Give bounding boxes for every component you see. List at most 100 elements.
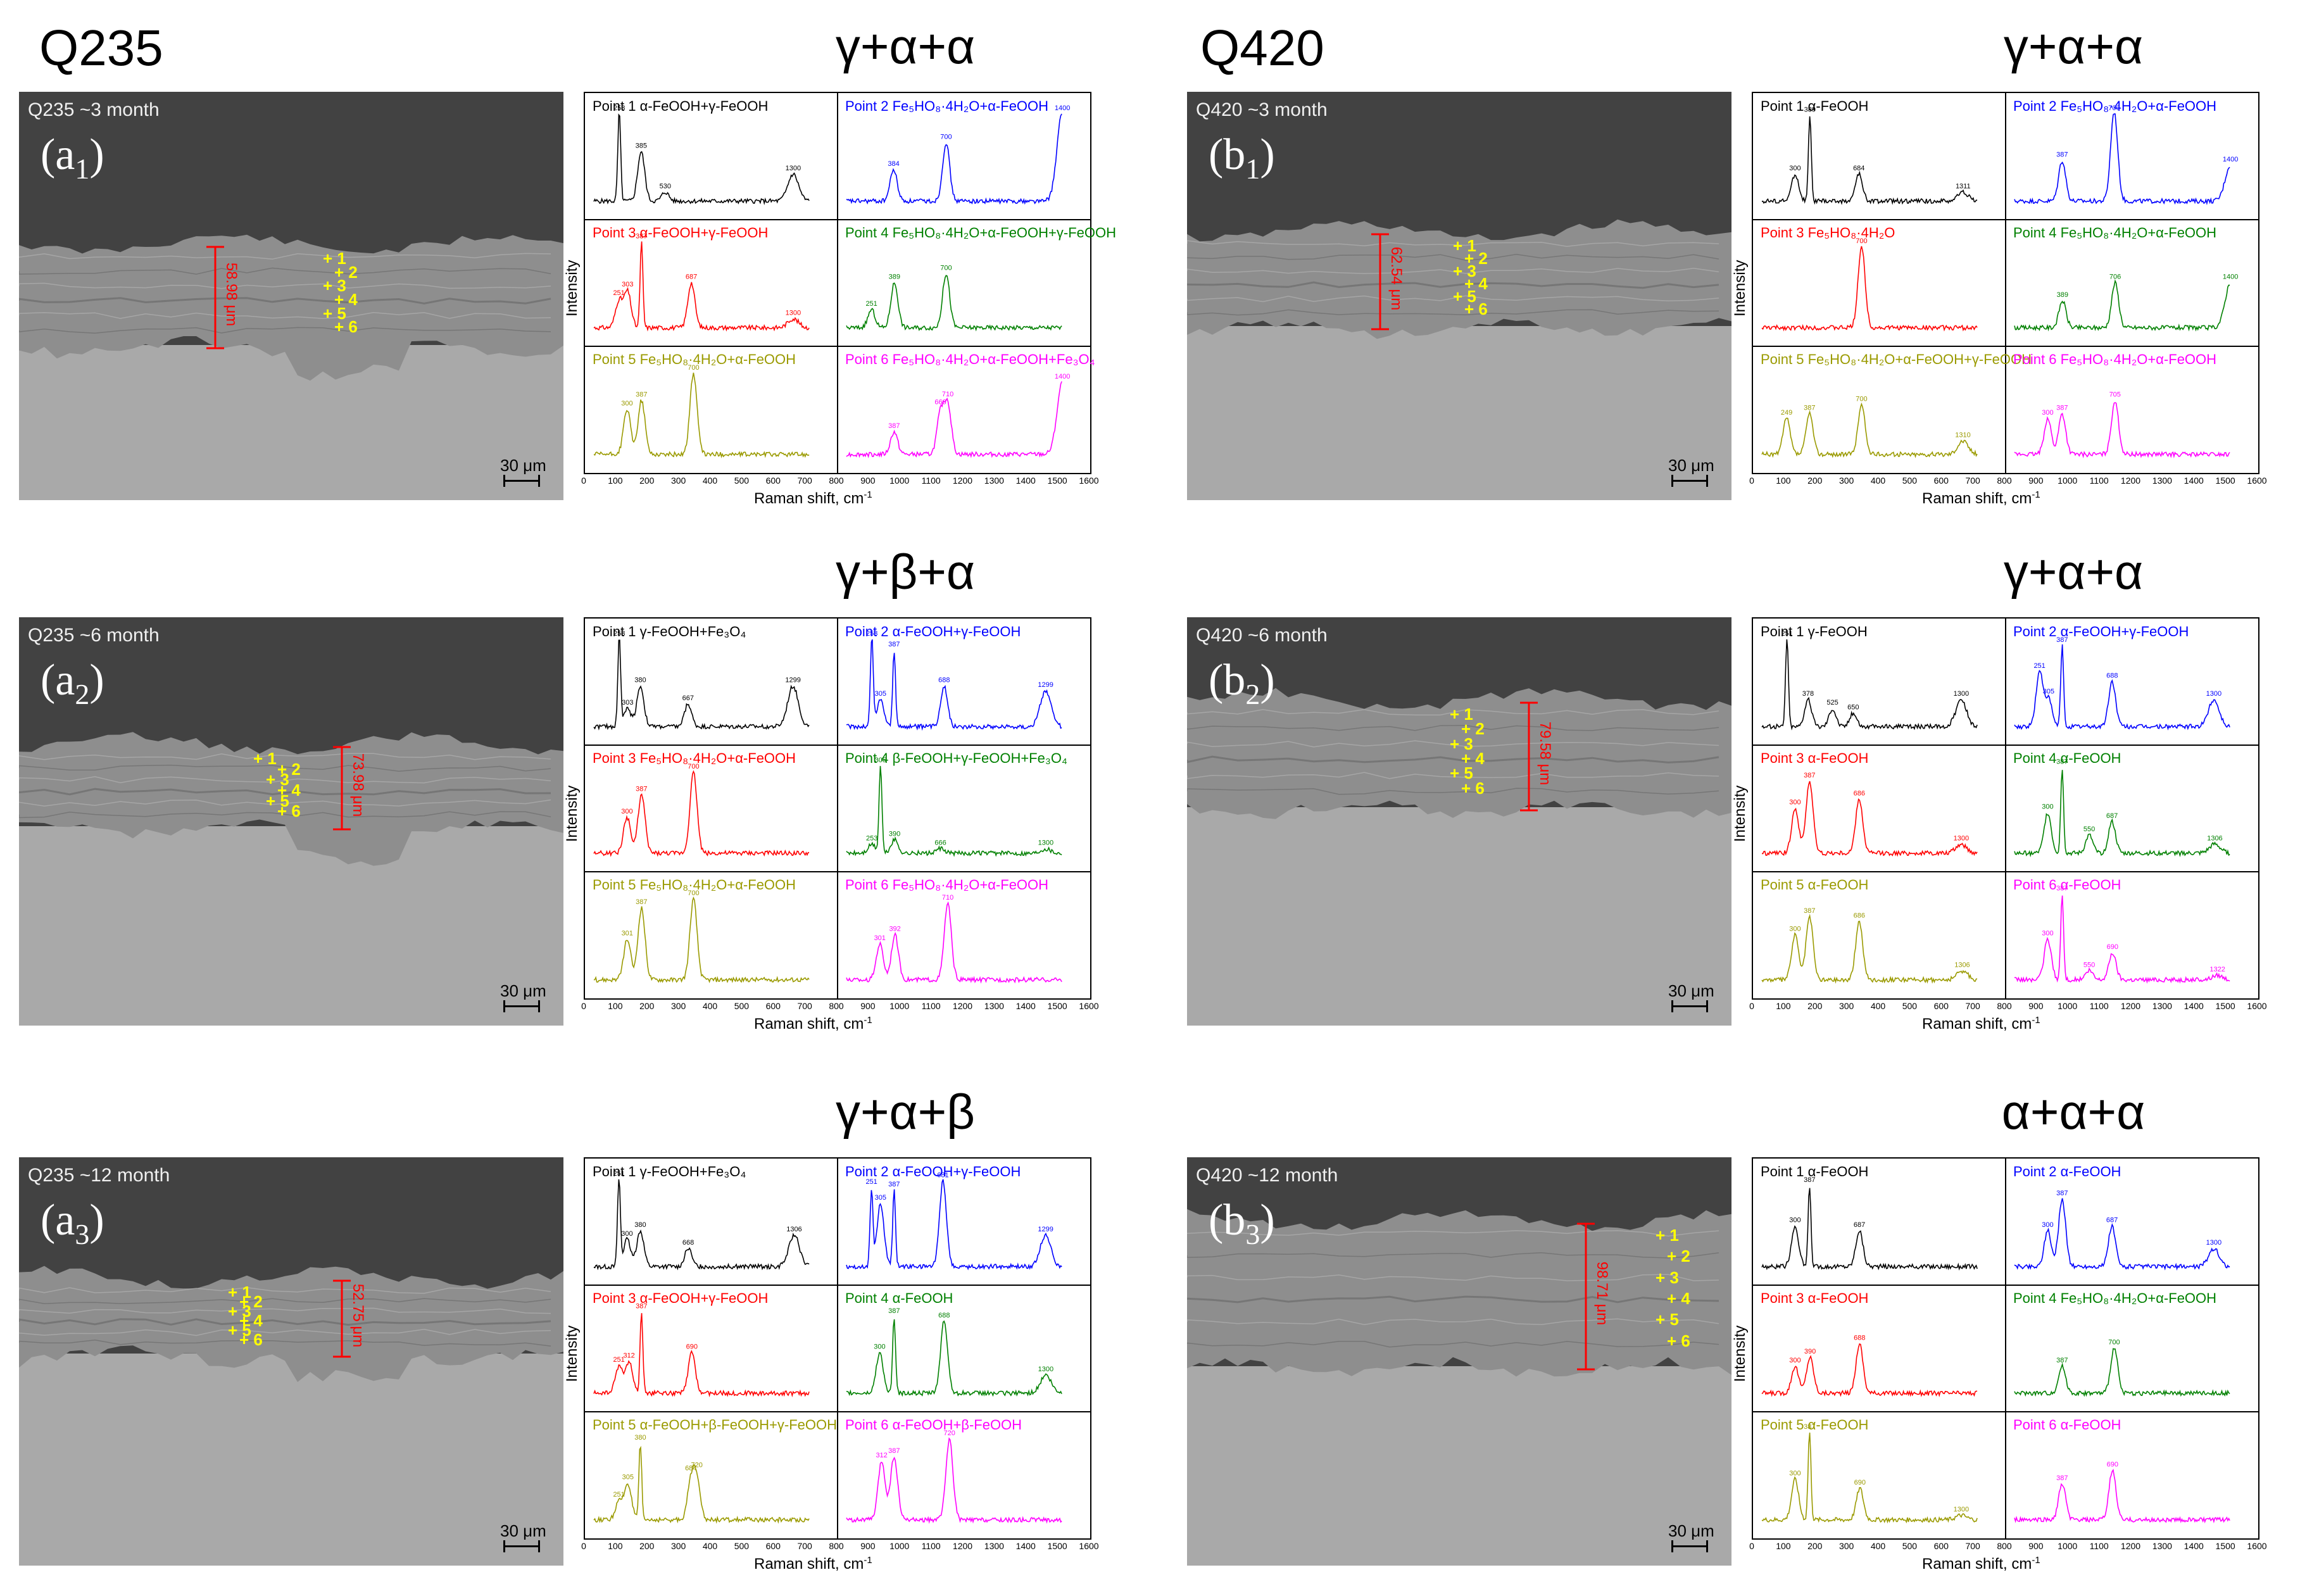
cell-point-name: Point 5 — [593, 1417, 640, 1433]
x-tick-label: 800 — [1997, 1001, 2012, 1011]
peak-label: 1306 — [1954, 961, 1970, 969]
panel-label-main: (b — [1209, 1196, 1246, 1245]
cell-phase-formula: Fe₅HO₈·4H₂O+α-FeOOH — [2060, 1290, 2217, 1306]
rust-texture-line — [1187, 1295, 1719, 1304]
panel-label-end: ) — [89, 1196, 104, 1245]
point-marker-4: + 4 — [334, 290, 358, 309]
cell-title-point-3: Point 3 α-FeOOH+γ-FeOOH — [593, 1290, 768, 1307]
peak-label: 387 — [2056, 1357, 2068, 1364]
rust-layer: 52.75 μm — [19, 1266, 563, 1382]
sem-image: 58.98 μm + 1 + 2 + 3 + 4 + 5 + 6 Q235 ~3 month (… — [19, 92, 563, 500]
x-tick-label: 1400 — [1015, 1541, 1036, 1551]
peak-label: 686 — [1854, 912, 1865, 919]
raman-plot-frame: 251 300 380 668 1306 251 305 387 681 1299 251 312 38… — [584, 1157, 1091, 1540]
spectrum-line-1 — [1761, 639, 1978, 731]
cell-title-point-6: Point 6 α-FeOOH — [2013, 877, 2121, 893]
rust-texture-line — [1187, 253, 1719, 261]
phase-title: α+α+α — [2001, 1084, 2146, 1140]
rust-texture-line — [19, 1298, 551, 1305]
rust-texture-line — [19, 799, 551, 807]
cell-title-point-1: Point 1 α-FeOOH+γ-FeOOH — [593, 98, 768, 115]
spectrum-line-5 — [593, 1445, 810, 1524]
peak-label: 387 — [2056, 151, 2068, 159]
point-marker-1: + 1 — [1656, 1226, 1679, 1245]
spectrum-line-2 — [846, 113, 1062, 205]
y-axis-label: Intensity — [563, 785, 581, 842]
peak-label: 688 — [1854, 1335, 1865, 1342]
cell-point-name: Point 1 — [1761, 98, 1808, 114]
peak-label: 688 — [938, 1312, 950, 1319]
peak-label: 300 — [2042, 409, 2053, 417]
spectrum-line-6 — [846, 381, 1062, 458]
peak-label: 312 — [623, 1352, 634, 1359]
cell-phase-formula: α-FeOOH — [2060, 877, 2121, 893]
cell-title-point-1: Point 1 α-FeOOH — [1761, 98, 1868, 115]
sem-steel-substrate — [19, 1354, 563, 1566]
spectrum-line-3 — [1761, 246, 1978, 332]
cell-phase-formula: α-FeOOH+γ-FeOOH — [892, 1164, 1021, 1179]
x-tick-label: 100 — [608, 475, 623, 486]
rust-layer-body — [1187, 219, 1731, 339]
peak-label: 251 — [1781, 630, 1792, 638]
peak-label: 300 — [874, 1343, 885, 1351]
spectrum-line-4 — [846, 1319, 1062, 1397]
cell-phase-formula: α-FeOOH — [1807, 750, 1869, 766]
spectrum-line-5 — [1761, 402, 1978, 458]
x-tick-label: 400 — [1870, 1001, 1886, 1011]
spectrum-line-4 — [2014, 1348, 2230, 1397]
peak-label: 305 — [875, 757, 886, 764]
peak-label: 690 — [686, 1343, 698, 1351]
peak-label: 706 — [2109, 273, 2121, 281]
spectrum-line-2 — [2014, 1198, 2230, 1271]
sem-steel-substrate — [1187, 326, 1731, 500]
x-tick-label: 700 — [1965, 1001, 1980, 1011]
cell-phase-formula: Fe₅HO₈·4H₂O+α-FeOOH+γ-FeOOH — [892, 225, 1117, 241]
rust-texture-line — [19, 1286, 551, 1294]
raman-spectra-svg: 300 389 684 1311 387 700 1400 700 389 706 1400 249 3… — [1753, 93, 2258, 473]
peak-label: 687 — [2106, 1217, 2118, 1224]
peak-label: 305 — [875, 1194, 886, 1202]
sem-image: 62.54 μm + 1 + 2 + 3 + 4 + 5 + 6 Q420 ~3 month (… — [1187, 92, 1731, 500]
sem-image: 79.58 μm + 1 + 2 + 3 + 4 + 5 + 6 Q420 ~6 month (… — [1187, 617, 1731, 1026]
spectrum-line-3 — [1761, 781, 1978, 857]
panel-label: (a2) — [41, 655, 104, 711]
thickness-label: 73.98 μm — [349, 753, 367, 817]
raman-spectra-panel: 253 303 380 667 1299 253 305 387 688 1299 300 387 70… — [563, 617, 1099, 1033]
peak-label: 700 — [1856, 396, 1867, 403]
scale-bar — [1671, 1540, 1708, 1552]
peak-label: 681 — [937, 1172, 948, 1179]
peak-label: 1322 — [2209, 966, 2225, 974]
panel-label-end: ) — [89, 656, 104, 705]
cell-title-point-6: Point 6 Fe₅HO₈·4H₂O+α-FeOOH — [845, 877, 1048, 893]
peak-label: 305 — [622, 1474, 634, 1481]
point-marker-4: + 4 — [239, 1311, 263, 1330]
spectrum-line-4 — [2014, 279, 2230, 332]
peak-label: 251 — [613, 1170, 624, 1178]
point-marker-6: + 6 — [239, 1330, 263, 1349]
spectrum-line-5 — [593, 896, 810, 984]
x-tick-label: 900 — [2028, 1541, 2044, 1551]
peak-label: 1306 — [2207, 834, 2222, 842]
x-tick-label: 700 — [797, 1001, 812, 1011]
peak-label: 687 — [1854, 1221, 1865, 1229]
peak-label: 251 — [613, 1356, 624, 1364]
x-axis-label-sup: -1 — [2032, 1555, 2040, 1566]
raman-plot-frame: 253 303 380 667 1299 253 305 387 688 1299 300 387 70… — [584, 617, 1091, 1000]
cell-point-name: Point 2 — [845, 1164, 893, 1179]
peak-label: 390 — [1804, 1348, 1816, 1355]
sem-image: 98.71 μm + 1 + 2 + 3 + 4 + 5 + 6 Q420 ~12 month… — [1187, 1157, 1731, 1566]
x-axis-label-sup: -1 — [2032, 489, 2040, 500]
rust-texture-line — [19, 1329, 551, 1336]
peak-label: 303 — [622, 699, 633, 707]
y-axis-label: Intensity — [563, 260, 581, 317]
x-tick-label: 100 — [608, 1541, 623, 1551]
cell-point-name: Point 3 — [593, 225, 640, 241]
rust-texture-line — [1187, 725, 1719, 731]
point-marker-3: + 3 — [323, 276, 346, 296]
cell-phase-formula: Fe₅HO₈·4H₂O+α-FeOOH — [2060, 351, 2217, 367]
peak-label: 666 — [934, 399, 946, 406]
peak-label: 700 — [2108, 1339, 2120, 1347]
peak-label: 1300 — [786, 309, 801, 317]
spectrum-line-4 — [846, 275, 1062, 332]
peak-label: 387 — [636, 1303, 647, 1310]
